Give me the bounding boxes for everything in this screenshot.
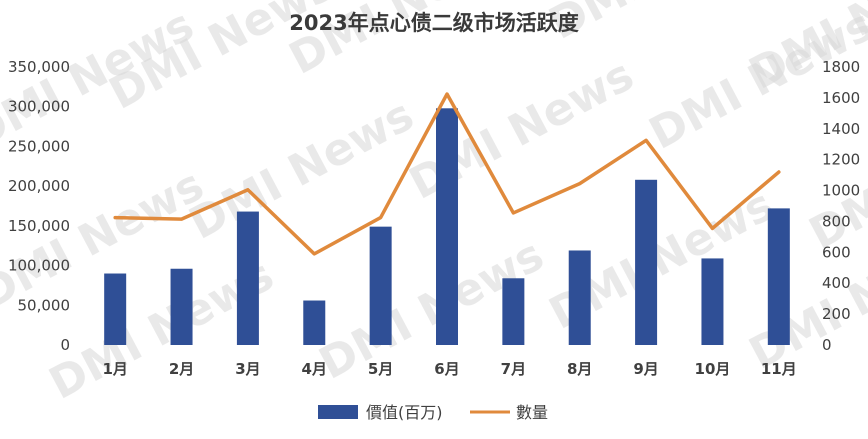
right-axis: 0 200 400 600 800 1000 1200 1400 1600 1800 — [822, 58, 860, 354]
right-tick-label: 1800 — [822, 58, 860, 76]
bar — [502, 278, 525, 345]
left-tick-label: 150,000 — [8, 217, 70, 235]
bar — [701, 258, 724, 345]
legend-label-bar: 價值(百万) — [366, 403, 443, 422]
right-tick-label: 1400 — [822, 120, 860, 138]
category-label: 5月 — [368, 360, 393, 378]
left-tick-label: 300,000 — [8, 98, 70, 116]
left-axis: 0 50,000 100,000 150,000 200,000 250,000 300,0… — [8, 58, 70, 354]
category-label: 6月 — [434, 360, 459, 378]
right-tick-label: 800 — [822, 212, 851, 230]
bar-series — [104, 108, 790, 345]
bar — [170, 268, 193, 345]
category-label: 2月 — [169, 360, 194, 378]
legend: 價值(百万) 數量 — [318, 403, 548, 422]
legend-swatch-bar — [318, 405, 358, 419]
bar — [303, 300, 326, 345]
right-tick-label: 1600 — [822, 89, 860, 107]
category-label: 7月 — [501, 360, 526, 378]
left-tick-label: 50,000 — [18, 296, 71, 314]
bar — [104, 273, 127, 345]
bar — [767, 208, 790, 345]
legend-label-line: 數量 — [516, 403, 548, 422]
category-label: 1月 — [102, 360, 127, 378]
chart-title: 2023年点心债二级市场活跃度 — [289, 11, 578, 35]
category-label: 11月 — [761, 360, 797, 378]
category-label: 4月 — [302, 360, 327, 378]
left-tick-label: 250,000 — [8, 137, 70, 155]
right-tick-label: 1000 — [822, 182, 860, 200]
line-series — [113, 92, 781, 256]
left-tick-label: 0 — [60, 336, 70, 354]
line-path — [113, 92, 781, 256]
category-label: 8月 — [567, 360, 592, 378]
right-tick-label: 200 — [822, 305, 851, 323]
x-axis: 1月 2月 3月 4月 5月 6月 7月 8月 9月 10月 11月 — [102, 360, 796, 378]
bar — [436, 108, 458, 345]
bar — [568, 250, 591, 345]
watermark-text: DMI News — [181, 89, 422, 249]
left-tick-label: 200,000 — [8, 177, 70, 195]
right-tick-label: 0 — [822, 336, 832, 354]
bar — [635, 179, 658, 345]
right-tick-label: 400 — [822, 274, 851, 292]
right-tick-label: 600 — [822, 243, 851, 261]
category-label: 10月 — [695, 360, 731, 378]
category-label: 9月 — [633, 360, 658, 378]
bar — [236, 211, 259, 345]
category-label: 3月 — [235, 360, 260, 378]
left-tick-label: 350,000 — [8, 58, 70, 76]
left-tick-label: 100,000 — [8, 257, 70, 275]
bar — [369, 226, 392, 345]
right-tick-label: 1200 — [822, 151, 860, 169]
